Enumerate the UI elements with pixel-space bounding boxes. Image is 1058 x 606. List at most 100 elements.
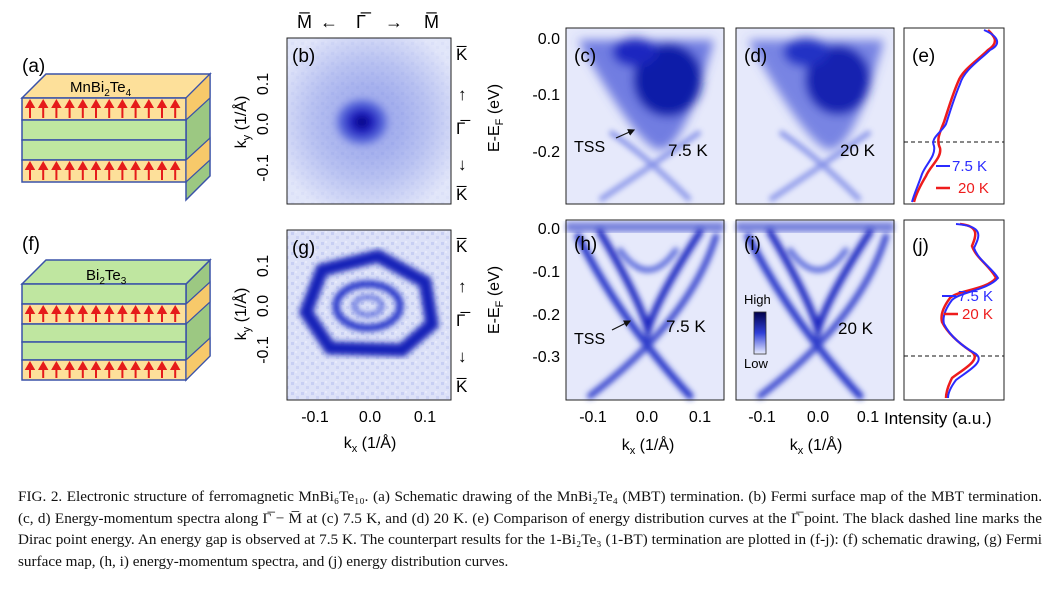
dir-gamma-right: Γ̅ (456, 119, 470, 138)
edc-e-legend-75: 7.5 K (952, 158, 987, 175)
fermi-ytick-top-2: -0.1 (255, 154, 272, 182)
spin-up-arrow (169, 305, 181, 322)
dir-k-bottom-2: K̅ (456, 377, 468, 396)
fermi-ytick-top-1: 0.0 (255, 113, 272, 135)
spin-up-arrow (156, 361, 168, 378)
fermi-yaxis-bottom: 0.1 0.0 -0.1 ky (1/Å) (231, 255, 272, 364)
spectra-xtick-1: 0.0 (636, 409, 658, 426)
caption-text: FIG. 2. Electronic structure of ferromag… (18, 488, 1042, 570)
spectra-ylabel-top: E-EF (eV) (486, 84, 506, 152)
spin-up-arrow (77, 99, 89, 118)
spin-up-arrow (24, 361, 36, 378)
edc-j-legend-75: 7.5 K (958, 288, 993, 305)
spectrum-d: (d) 20 K (735, 27, 895, 205)
spin-up-arrow (169, 161, 181, 180)
direction-label-right-top: K̅ ↑ Γ̅ ↓ K̅ (456, 45, 470, 204)
colorbar-low: Low (744, 356, 768, 371)
spin-arrows-row-3 (24, 305, 181, 322)
spectra-xtick-3: -0.1 (748, 409, 776, 426)
schematic-bt: (f) Bi2Te3 (20, 234, 212, 382)
spectrum-c: (c) 7.5 K TSS (565, 27, 725, 205)
spin-up-arrow (117, 161, 128, 180)
spectra-xlabel-right: kx (1/Å) (790, 435, 843, 457)
spin-up-arrow (130, 99, 141, 118)
edc-e: (e) 7.5 K 20 K (903, 27, 1005, 205)
spin-up-arrow (24, 305, 36, 322)
colorbar-high: High (744, 292, 771, 307)
panel-label-c: (c) (574, 46, 596, 67)
fermi-ylabel-top: ky (1/Å) (231, 96, 253, 149)
dir-arrow-down-2: ↓ (458, 347, 467, 366)
spectra-ytick-top-0: 0.0 (538, 31, 560, 48)
fermi-yaxis-top: 0.1 0.0 -0.1 ky (1/Å) (231, 73, 272, 182)
panel-label-e: (e) (912, 46, 935, 67)
spin-up-arrow (90, 305, 102, 322)
dir-m-right: M̅ (424, 12, 439, 32)
fermi-xlabel: kx (1/Å) (344, 433, 397, 455)
spin-up-arrow (130, 161, 141, 180)
dir-k-top: K̅ (456, 45, 468, 64)
panel-label-d: (d) (744, 46, 767, 67)
direction-label-right-bottom: K̅ ↑ Γ̅ ↓ K̅ (456, 237, 470, 396)
spectra-xaxis: -0.1 0.0 0.1 -0.1 0.0 0.1 kx (1/Å) kx (1… (579, 409, 879, 457)
dir-gamma: Γ̅ (356, 12, 372, 32)
spin-up-arrow (90, 161, 102, 180)
panel-label-a: (a) (22, 56, 45, 77)
spectra-ytick-bottom-0: 0.0 (538, 221, 560, 238)
dir-arrow-up: ↑ (458, 85, 467, 104)
dir-arrow-right: → (385, 12, 403, 32)
spin-up-arrow (156, 161, 168, 180)
spectra-ytick-bottom-3: -0.3 (532, 349, 560, 366)
fermi-xaxis: -0.1 0.0 0.1 kx (1/Å) (301, 409, 436, 455)
spin-arrows-row-2 (24, 161, 181, 180)
temp-label-i: 20 K (838, 319, 874, 338)
spectra-ytick-top-1: -0.1 (532, 87, 560, 104)
edc-e-legend-20: 20 K (958, 180, 989, 197)
spin-up-arrow (64, 99, 75, 118)
panel-label-j: (j) (912, 236, 929, 257)
fermi-ytick-bottom-0: 0.1 (255, 255, 272, 277)
temp-label-d: 20 K (840, 141, 876, 160)
panel-label-i: (i) (744, 234, 761, 255)
spin-up-arrow (51, 361, 62, 378)
fermi-ylabel-bottom: ky (1/Å) (231, 288, 253, 341)
spin-up-arrow (64, 361, 75, 378)
spectra-xtick-0: -0.1 (579, 409, 607, 426)
dir-k-top-2: K̅ (456, 237, 468, 256)
direction-label-top: M̅ ← Γ̅ → M̅ (297, 12, 439, 32)
spin-up-arrow (117, 99, 128, 118)
spin-up-arrow (156, 305, 168, 322)
spectra-ytick-top-2: -0.2 (532, 144, 560, 161)
spin-up-arrow (24, 99, 36, 118)
dir-arrow-up-2: ↑ (458, 277, 467, 296)
spectra-ytick-bottom-2: -0.2 (532, 307, 560, 324)
spin-up-arrow (169, 361, 181, 378)
spectrum-i: (i) 20 K High Low (735, 219, 895, 401)
spin-up-arrow (103, 99, 115, 118)
panel-label-b: (b) (292, 46, 315, 67)
spin-up-arrow (37, 161, 49, 180)
spin-up-arrow (64, 161, 75, 180)
panel-label-g: (g) (292, 238, 315, 259)
spectra-xtick-2: 0.1 (689, 409, 711, 426)
dir-gamma-right-2: Γ̅ (456, 311, 470, 330)
spectra-yaxis-top: 0.0 -0.1 -0.2 E-EF (eV) (486, 31, 560, 161)
spin-up-arrow (24, 161, 36, 180)
spin-up-arrow (103, 361, 115, 378)
fermi-xtick-1: 0.0 (359, 409, 381, 426)
fermi-ytick-bottom-1: 0.0 (255, 295, 272, 317)
fermi-ytick-top-0: 0.1 (255, 73, 272, 95)
fermi-xtick-2: 0.1 (414, 409, 436, 426)
tss-label-bottom: TSS (574, 331, 605, 348)
spectra-xtick-4: 0.0 (807, 409, 829, 426)
spectra-ytick-bottom-1: -0.1 (532, 264, 560, 281)
figure-2: (a) MnBi2Te4 (f) Bi2Te3 (20, 12, 1005, 457)
schematic-mbt: (a) MnBi2Te4 (20, 56, 212, 202)
spin-up-arrow (156, 99, 168, 118)
spin-up-arrow (51, 161, 62, 180)
dir-arrow-left: ← (320, 12, 338, 32)
colorbar (753, 311, 767, 355)
spectra-ylabel-bottom: E-EF (eV) (486, 266, 506, 334)
edc-xlabel: Intensity (a.u.) (884, 409, 992, 428)
spin-up-arrow (117, 305, 128, 322)
